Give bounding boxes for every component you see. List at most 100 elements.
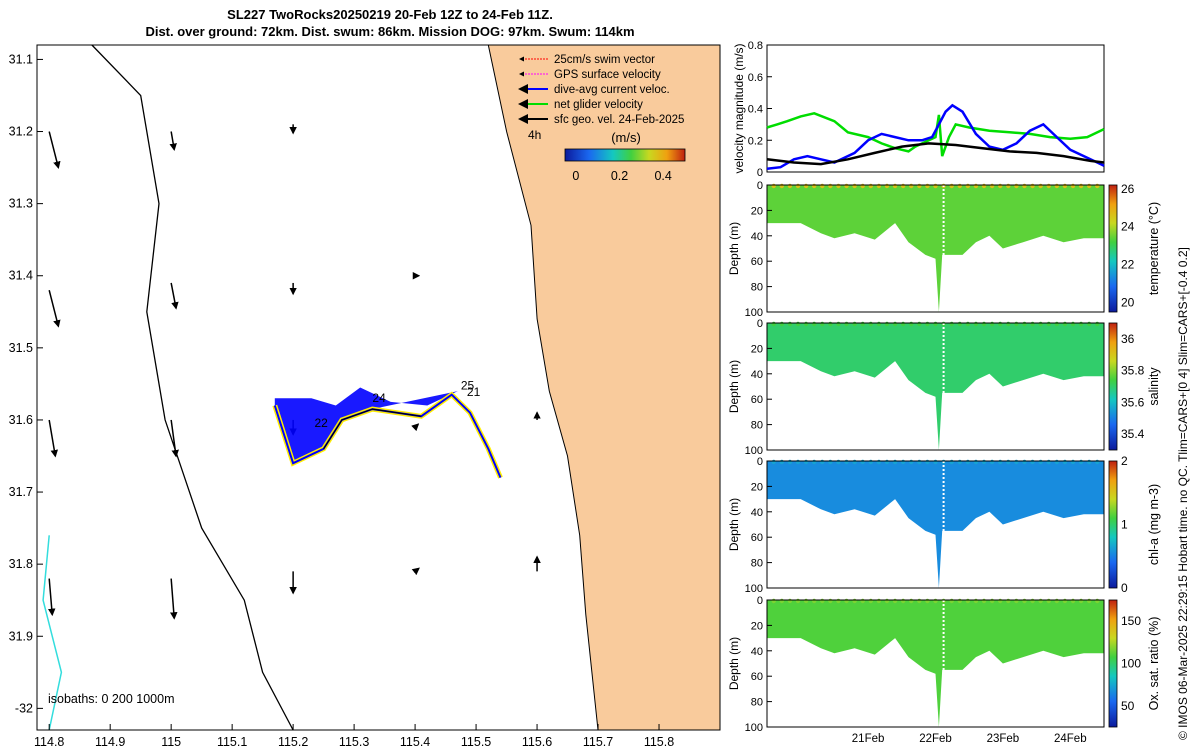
surface-sample-dot — [828, 459, 833, 465]
map-x-tick-label: 115.5 — [461, 735, 491, 749]
surface-sample-dot — [900, 321, 906, 327]
surface-sample-dot — [844, 459, 849, 465]
surface-sample-dot — [787, 459, 793, 465]
surface-sample-dot — [892, 183, 898, 189]
legend-entry: sfc geo. vel. 24-Feb-2025 — [554, 114, 684, 126]
map-y-tick-label: 31.1 — [9, 52, 33, 66]
surface-sample-dot — [1086, 459, 1092, 465]
surface-sample-dot — [957, 321, 962, 327]
surface-sample-dot — [1062, 598, 1068, 604]
surface-sample-dot — [779, 598, 785, 604]
depth-tick-label: 0 — [757, 318, 763, 330]
surface-sample-dot — [1014, 598, 1019, 604]
surface-sample-dot — [1006, 459, 1011, 465]
surface-sample-dot — [820, 183, 825, 189]
surface-sample-dot — [917, 183, 922, 189]
surface-sample-dot — [1046, 459, 1051, 465]
section-layer-surface — [767, 323, 1104, 450]
surface-sample-dot — [1046, 321, 1051, 327]
surface-sample-dot — [1054, 598, 1060, 604]
surface-sample-dot — [1022, 459, 1027, 465]
surface-sample-dot — [836, 459, 841, 465]
current-arrow — [411, 423, 420, 432]
depth-tick-label: 100 — [745, 722, 763, 734]
surface-sample-dot — [876, 183, 882, 189]
surface-sample-dot — [925, 183, 930, 189]
depth-tick-label: 60 — [751, 256, 763, 268]
surface-sample-dot — [933, 459, 938, 465]
colorbar-tick-label: 50 — [1121, 699, 1135, 713]
velocity-y-tick-label: 0 — [757, 167, 763, 179]
track-day-label: 25 — [461, 379, 475, 393]
isobaths-label: isobaths: 0 200 1000m — [48, 692, 174, 706]
colorbar-tick-label: 20 — [1121, 296, 1135, 310]
legend-entry: 25cm/s swim vector — [554, 54, 655, 66]
colorbar-tick-label: 150 — [1121, 614, 1141, 628]
depth-tick-label: 100 — [745, 307, 763, 319]
section-layer-surface — [767, 600, 1104, 727]
depth-tick-label: 60 — [751, 671, 763, 683]
map-y-tick-label: -32 — [15, 701, 33, 715]
depth-tick-label: 40 — [751, 231, 763, 243]
current-arrow — [169, 131, 177, 152]
surface-sample-dot — [860, 321, 865, 327]
surface-sample-dot — [836, 598, 841, 604]
depth-tick-label: 40 — [751, 646, 763, 658]
surface-sample-dot — [1062, 321, 1068, 327]
colorbar-tick-label: 0.2 — [611, 169, 628, 183]
surface-sample-dot — [1014, 321, 1019, 327]
map-y-tick-label: 31.8 — [9, 557, 33, 571]
colorbar-tick-label: 36 — [1121, 332, 1135, 346]
surface-sample-dot — [844, 598, 849, 604]
surface-sample-dot — [989, 598, 995, 604]
depth-tick-label: 0 — [757, 180, 763, 192]
surface-sample-dot — [1078, 598, 1084, 604]
surface-sample-dot — [1086, 598, 1092, 604]
surface-sample-dot — [787, 183, 793, 189]
depth-axis-label: Depth (m) — [727, 637, 741, 690]
track-day-label: 21 — [467, 385, 481, 399]
surface-sample-dot — [965, 321, 971, 327]
map-x-tick-label: 115.8 — [644, 735, 674, 749]
velocity-y-tick-label: 0.8 — [748, 40, 763, 52]
surface-sample-dot — [973, 183, 979, 189]
map-x-tick-label: 115 — [161, 735, 181, 749]
surface-sample-dot — [933, 183, 938, 189]
surface-sample-dot — [1095, 183, 1100, 189]
surface-sample-dot — [989, 459, 995, 465]
surface-sample-dot — [844, 321, 849, 327]
current-arrow — [48, 419, 58, 458]
map-x-tick-label: 115.1 — [217, 735, 247, 749]
surface-sample-dot — [852, 321, 857, 327]
depth-tick-label: 60 — [751, 532, 763, 544]
surface-sample-dot — [868, 321, 873, 327]
isobath-1000m — [42, 535, 63, 731]
surface-sample-dot — [1062, 459, 1068, 465]
surface-sample-dot — [1022, 598, 1027, 604]
depth-tick-label: 40 — [751, 507, 763, 519]
track-day-label: 24 — [372, 391, 386, 405]
dive-avg-velocity-band — [274, 387, 458, 464]
oxygen-panel: 0 20 40 60 80 100 Depth (m) 50 100 150 Ox. sat. ra… — [727, 595, 1161, 734]
surface-sample-dot — [900, 183, 906, 189]
surface-sample-dot — [1030, 321, 1035, 327]
map-x-tick-label: 115.3 — [339, 735, 369, 749]
time-tick-label: 23Feb — [987, 733, 1020, 745]
depth-tick-label: 60 — [751, 394, 763, 406]
sfc-geo-track — [323, 408, 422, 450]
colorbar-tick-label: 24 — [1121, 220, 1135, 234]
surface-sample-dot — [1095, 321, 1100, 327]
velocity-series-line — [766, 103, 1105, 171]
surface-sample-dot — [852, 459, 857, 465]
map-legend: 25cm/s swim vector GPS surface velocity di… — [518, 54, 686, 183]
surface-sample-dot — [1006, 598, 1011, 604]
surface-sample-dot — [965, 183, 971, 189]
surface-sample-dot — [852, 183, 857, 189]
map-y-tick-label: 31.4 — [9, 269, 33, 283]
surface-sample-dot — [771, 598, 776, 604]
surface-sample-dot — [860, 183, 865, 189]
surface-sample-dot — [892, 598, 898, 604]
section-layer-surface — [767, 461, 1104, 588]
